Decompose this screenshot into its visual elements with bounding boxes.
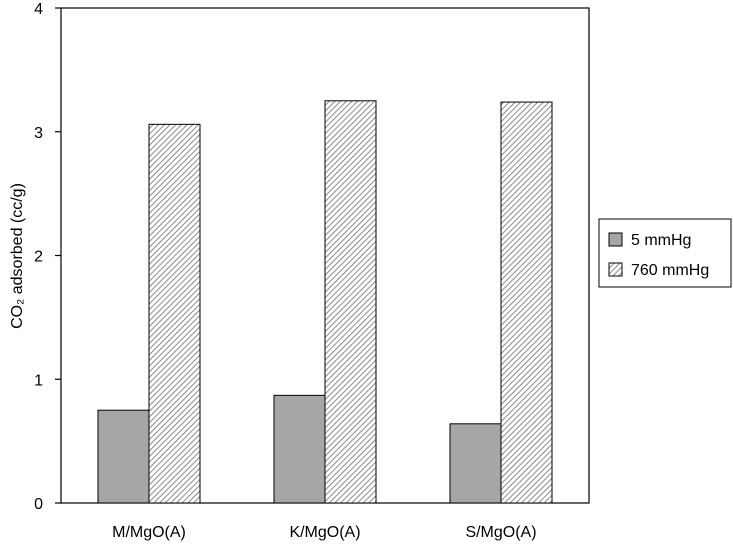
legend-swatch-5-mmhg: [608, 232, 623, 247]
bar-5-mmhg-1: [97, 409, 150, 504]
bar-5-mmhg-3: [449, 423, 502, 504]
legend: 5 mmHg 760 mmHg: [598, 218, 732, 288]
x-tick-label: S/MgO(A): [465, 524, 536, 541]
x-axis: M/MgO(A) K/MgO(A) S/MgO(A): [112, 524, 536, 541]
bar-760-mmhg-3: [500, 101, 553, 504]
x-tick-label: K/MgO(A): [289, 524, 360, 541]
bar-5-mmhg-2: [273, 394, 326, 504]
y-tick-label: 1: [34, 372, 43, 389]
y-axis: 0 1 2 3 4: [34, 1, 61, 513]
x-tick-label: M/MgO(A): [112, 524, 186, 541]
y-axis-title: CO₂ adsorbed (cc/g): [9, 183, 26, 329]
bar-760-mmhg-2: [324, 100, 377, 504]
bar-760-mmhg-1: [148, 123, 201, 504]
legend-label-760-mmhg: 760 mmHg: [631, 262, 709, 279]
y-tick-label: 4: [34, 1, 43, 18]
y-tick-label: 3: [34, 125, 43, 142]
y-tick-label: 2: [34, 249, 43, 266]
y-tick-label: 0: [34, 496, 43, 513]
bars: [97, 100, 553, 504]
legend-swatch-760-mmhg: [608, 262, 623, 277]
legend-label-5-mmhg: 5 mmHg: [631, 232, 691, 249]
